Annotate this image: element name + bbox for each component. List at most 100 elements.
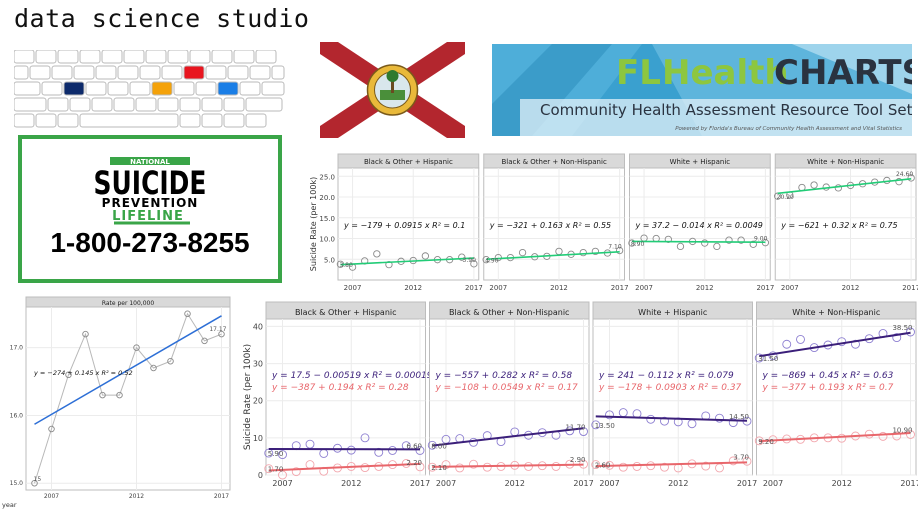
facet-strip-label: Black & Other + Non-Hispanic: [501, 158, 606, 166]
end-value-label: 2.90: [570, 456, 586, 464]
suicide-lifeline-card: NATIONAL SUICIDE PREVENTION LIFELINE 1-8…: [18, 135, 282, 283]
x-tick-label: 2007: [599, 479, 619, 488]
fit-line: [432, 427, 584, 447]
keyboard-key: [14, 81, 41, 96]
keyboard-key: [79, 113, 179, 128]
keyboard-key: [179, 97, 201, 112]
fit-line: [777, 177, 912, 195]
x-tick-label: 2017: [737, 479, 757, 488]
data-point: [291, 467, 301, 477]
data-point: [48, 425, 55, 433]
facet-panel: White + Hispanic 2007 2012 2017 8.90 9.00 y = …: [628, 153, 774, 292]
facet-strip-label: Black & Other + Hispanic: [295, 308, 397, 317]
keyboard-key: [245, 97, 283, 112]
data-point: [591, 460, 601, 470]
data-point: [218, 330, 225, 338]
data-point: [415, 462, 425, 472]
x-tick-label: 2007: [763, 479, 783, 488]
data-point: [895, 178, 903, 186]
x-tick-label: 2007: [489, 284, 507, 292]
keyboard-key: [101, 50, 123, 64]
keyboard-key: [63, 81, 85, 96]
keyboard-key: [249, 65, 271, 80]
keyboard-key: [239, 81, 261, 96]
data-point: [892, 431, 902, 441]
data-point: [458, 253, 466, 261]
facet-strip-label: White + Hispanic: [638, 308, 707, 317]
x-tick-label: 2017: [900, 479, 918, 488]
keyboard-key: [245, 113, 267, 128]
y-tick-label: 30: [253, 360, 263, 369]
data-point: [892, 333, 902, 343]
keyboard-key: [161, 65, 183, 80]
start-value-label: 15: [34, 476, 42, 483]
fit-line: [432, 463, 584, 468]
keyboard-key: [85, 81, 107, 96]
x-axis-label: year: [2, 501, 17, 509]
chart-bottom-facets: Suicide Rate (per 100k) Black & Other + H…: [243, 301, 918, 488]
y-tick-label: 15.0: [10, 480, 24, 487]
keyboard-key: [217, 81, 239, 96]
keyboard-key: [195, 81, 217, 96]
banner-logo-suffix: CHARTS: [774, 53, 912, 93]
data-point: [482, 462, 492, 472]
keyboard-key: [145, 50, 167, 64]
facet-strip-label: Black & Other + Hispanic: [364, 158, 453, 166]
facet-plot-area: [483, 167, 625, 281]
data-point: [628, 239, 636, 247]
data-point: [116, 391, 123, 399]
start-value-label: 2.60: [595, 462, 611, 470]
keyboard-key: [91, 97, 113, 112]
data-point: [728, 418, 738, 428]
keyboard-key: [35, 113, 57, 128]
keyboard-key: [189, 50, 211, 64]
keyboard-key: [135, 97, 157, 112]
studio-title: data science studio: [14, 4, 310, 33]
x-tick-label: 2012: [668, 479, 688, 488]
data-point: [906, 327, 915, 337]
data-point: [907, 174, 915, 182]
data-point: [388, 446, 397, 455]
data-point: [810, 181, 818, 189]
start-value-label: 13.50: [595, 422, 615, 430]
x-tick-label: 2007: [272, 479, 292, 488]
end-value-label: 17.17: [209, 326, 226, 333]
chart-title: Rate per 100,000: [102, 300, 155, 307]
y-tick-label: 20: [253, 397, 263, 406]
data-point: [373, 250, 381, 258]
data-point: [133, 344, 140, 351]
start-value-label: 4.90: [485, 258, 499, 265]
data-point: [441, 460, 451, 470]
keyboard-key: [183, 65, 205, 80]
data-point: [742, 456, 752, 466]
x-tick-label: 2012: [404, 284, 422, 292]
keyboard-key: [151, 81, 173, 96]
data-point: [579, 248, 587, 257]
start-value-label: 8.00: [431, 442, 447, 450]
start-value-label: 8.90: [631, 241, 645, 248]
y-axis-label: Suicide Rate (per 100k): [309, 177, 318, 271]
data-point: [494, 253, 502, 262]
data-point: [618, 462, 628, 472]
x-tick-label: 2007: [781, 284, 799, 292]
data-point: [278, 470, 287, 480]
fit-line: [631, 240, 766, 244]
keyboard-key: [29, 65, 51, 80]
fit-line: [486, 250, 620, 261]
x-tick-label: 2017: [611, 284, 629, 292]
lifeline-lifeline-text: LIFELINE: [112, 209, 184, 224]
keyboard-key: [117, 65, 139, 80]
data-point: [455, 463, 465, 473]
regression-equation: y = −557 + 0.282 x R² = 0.58: [435, 371, 573, 381]
data-point: [713, 242, 721, 251]
data-point: [469, 459, 478, 469]
data-point: [184, 310, 191, 318]
data-point: [660, 462, 669, 472]
keyboard-key: [35, 50, 57, 64]
x-tick-label: 2017: [410, 479, 430, 488]
data-point: [632, 462, 642, 471]
facet-panel: White + Non-Hispanic 2007 2012 2017 31.50 38.…: [754, 301, 918, 488]
facet-plot-area: [429, 318, 590, 476]
start-value-label: 2.10: [431, 464, 447, 472]
keyboard-key: [95, 65, 117, 80]
